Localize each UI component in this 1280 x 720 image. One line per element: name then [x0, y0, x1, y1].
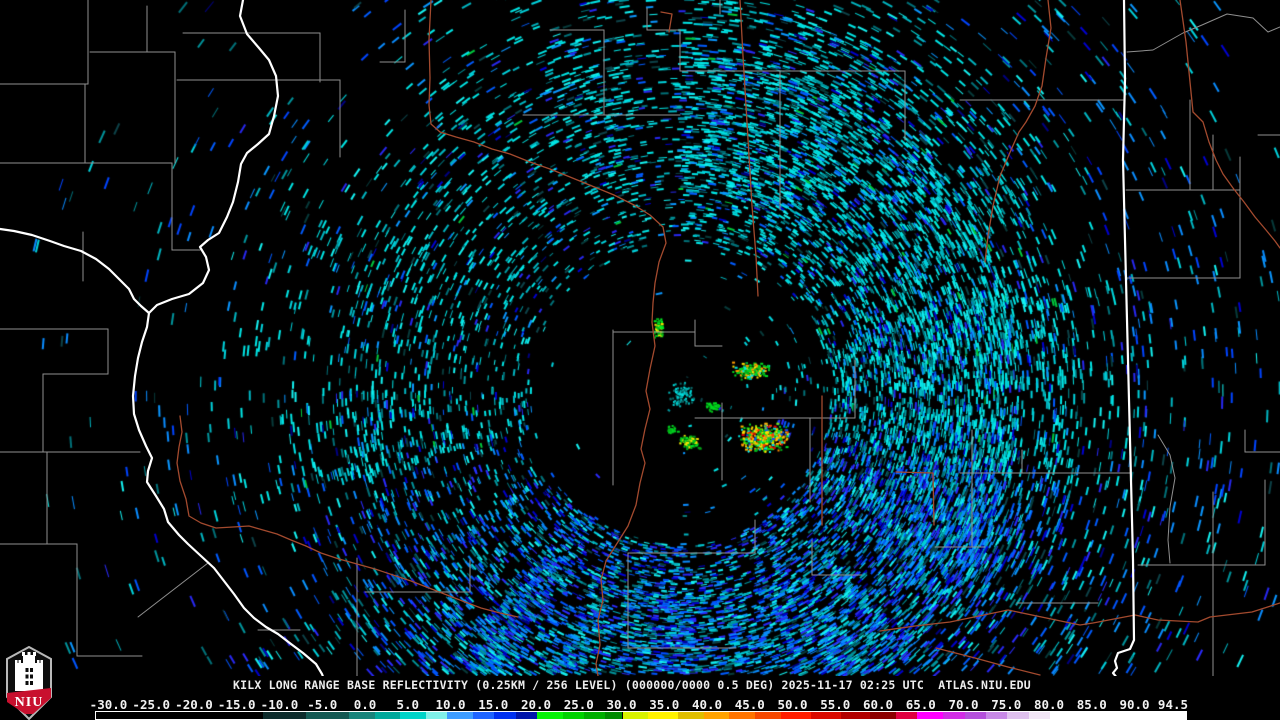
colorbar-segment — [870, 712, 897, 719]
colorbar-segment — [515, 712, 537, 719]
colorbar-segment — [985, 712, 1008, 719]
colorbar-segment — [729, 712, 756, 719]
colorbar-label: 75.0 — [991, 697, 1022, 712]
product-caption: KILX LONG RANGE BASE REFLECTIVITY (0.25K… — [233, 678, 1031, 692]
colorbar-label: -30.0 — [89, 697, 128, 712]
colorbar-segment — [374, 712, 401, 719]
colorbar-segment — [447, 712, 473, 719]
colorbar-label: 55.0 — [820, 697, 851, 712]
colorbar-label: 50.0 — [777, 697, 808, 712]
colorbar-label: 40.0 — [691, 697, 723, 712]
colorbar-segment — [1007, 712, 1029, 719]
colorbar-segment — [1050, 712, 1186, 719]
niu-logo: NIU — [6, 646, 52, 720]
colorbar-segment — [943, 712, 965, 719]
colorbar-label: 90.0 — [1119, 697, 1150, 712]
colorbar-segment — [780, 712, 811, 719]
colorbar-segment — [917, 712, 944, 719]
colorbar-label: -25.0 — [132, 697, 171, 712]
colorbar-segment — [494, 712, 516, 719]
colorbar-labels: -30.0 -25.0 -20.0 -15.0 -10.0 -5.0 0.0 5.0 10.0 1… — [0, 697, 1280, 712]
colorbar-segment — [605, 712, 623, 719]
colorbar-label: 60.0 — [862, 697, 894, 712]
colorbar-segment — [584, 712, 606, 719]
colorbar-label: -10.0 — [260, 697, 299, 712]
colorbar-segment — [678, 712, 704, 719]
colorbar-label: 80.0 — [1033, 697, 1065, 712]
colorbar-segment — [472, 712, 495, 719]
colorbar-segment — [537, 712, 563, 719]
colorbar-segment — [306, 712, 349, 719]
colorbar-label: 85.0 — [1076, 697, 1107, 712]
colorbar-label: 35.0 — [649, 697, 680, 712]
colorbar-label: 20.0 — [520, 697, 552, 712]
colorbar-segment — [348, 712, 375, 719]
colorbar-label: 5.0 — [396, 697, 420, 712]
colorbar-label: 65.0 — [905, 697, 936, 712]
radar-echo-canvas — [0, 0, 1280, 676]
colorbar-label: -5.0 — [307, 697, 338, 712]
colorbar-segment — [1028, 712, 1050, 719]
colorbar-segment — [562, 712, 585, 719]
colorbar-label: 94.5 — [1157, 697, 1189, 712]
colorbar-segment — [400, 712, 426, 719]
colorbar-label: 15.0 — [478, 697, 509, 712]
colorbar-label: 0.0 — [353, 697, 377, 712]
colorbar-segment — [810, 712, 841, 719]
colorbar-segment — [648, 712, 679, 719]
colorbar-label: -20.0 — [175, 697, 213, 712]
colorbar-label: 30.0 — [606, 697, 637, 712]
colorbar-segment — [703, 712, 730, 719]
colorbar-segment — [840, 712, 871, 719]
niu-castle-icon — [15, 652, 43, 691]
colorbar-label: -15.0 — [217, 697, 256, 712]
colorbar-segment — [263, 712, 307, 719]
colorbar-label: 70.0 — [948, 697, 979, 712]
colorbar-segment — [425, 712, 448, 719]
niu-red-band — [7, 688, 51, 714]
colorbar-segment — [896, 712, 918, 719]
colorbar-label: 25.0 — [563, 697, 594, 712]
niu-wordmark: NIU — [15, 695, 44, 710]
colorbar-segment — [96, 712, 264, 719]
colorbar-segment — [622, 712, 649, 719]
colorbar-label: 10.0 — [435, 697, 466, 712]
legend-band: KILX LONG RANGE BASE REFLECTIVITY (0.25K… — [0, 676, 1280, 720]
colorbar-label: 45.0 — [734, 697, 765, 712]
colorbar-segment — [964, 712, 986, 719]
colorbar — [95, 711, 1187, 720]
colorbar-segment — [755, 712, 781, 719]
